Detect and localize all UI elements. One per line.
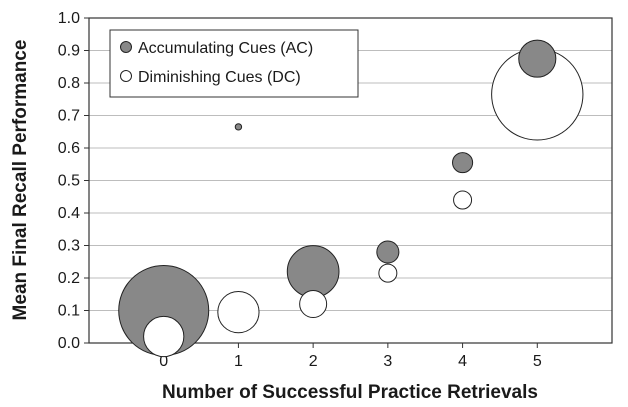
- y-tick-label-3: 0.3: [58, 238, 80, 255]
- x-tick-label-3: 3: [383, 353, 392, 370]
- y-tick-label-1: 0.1: [58, 303, 80, 320]
- bubble-ac-3: [376, 240, 400, 264]
- y-tick-label-0: 0.0: [58, 335, 80, 352]
- axis-ticks: 0.0 0.1 0.2 0.3 0.4 0.5 0.6 0.7 0.8 0.9 1.0 0 1 2 3 4 5: [58, 10, 542, 370]
- x-tick-label-0: 0: [159, 353, 168, 370]
- bubble-dc-1: [217, 291, 260, 334]
- bubble-ac-1: [234, 123, 243, 131]
- bubble-dc-4: [453, 190, 473, 210]
- y-tick-label-10: 1.0: [58, 10, 80, 27]
- bubble-dc-0: [143, 315, 185, 358]
- bubble-dc-2: [299, 290, 328, 318]
- y-tick-label-9: 0.9: [58, 43, 80, 60]
- bubble-dc-3: [378, 263, 398, 283]
- x-tick-label-4: 4: [458, 353, 467, 370]
- y-tick-label-2: 0.2: [58, 270, 80, 287]
- bubble-ac-5: [518, 39, 557, 78]
- bubble-ac-4: [452, 152, 474, 174]
- y-tick-label-5: 0.5: [58, 173, 80, 190]
- y-tick-label-6: 0.6: [58, 140, 80, 157]
- x-axis-title: Number of Successful Practice Retrievals: [162, 382, 538, 403]
- y-tick-label-7: 0.7: [58, 108, 80, 125]
- bubble-marks: [118, 39, 584, 358]
- bubble-ac-2: [286, 245, 340, 298]
- legend: Accumulating Cues (AC) Diminishing Cues …: [109, 29, 359, 98]
- legend-marker-ac: [120, 41, 132, 53]
- legend-marker-dc: [120, 70, 132, 82]
- x-tick-label-1: 1: [234, 353, 243, 370]
- legend-box: [109, 29, 359, 98]
- legend-label-ac: Accumulating Cues (AC): [138, 40, 313, 57]
- x-tick-label-5: 5: [533, 353, 542, 370]
- x-tick-label-2: 2: [309, 353, 318, 370]
- legend-label-dc: Diminishing Cues (DC): [138, 69, 301, 86]
- y-axis-title: Mean Final Recall Performance: [10, 40, 31, 321]
- y-tick-label-8: 0.8: [58, 75, 80, 92]
- y-tick-label-4: 0.4: [58, 205, 80, 222]
